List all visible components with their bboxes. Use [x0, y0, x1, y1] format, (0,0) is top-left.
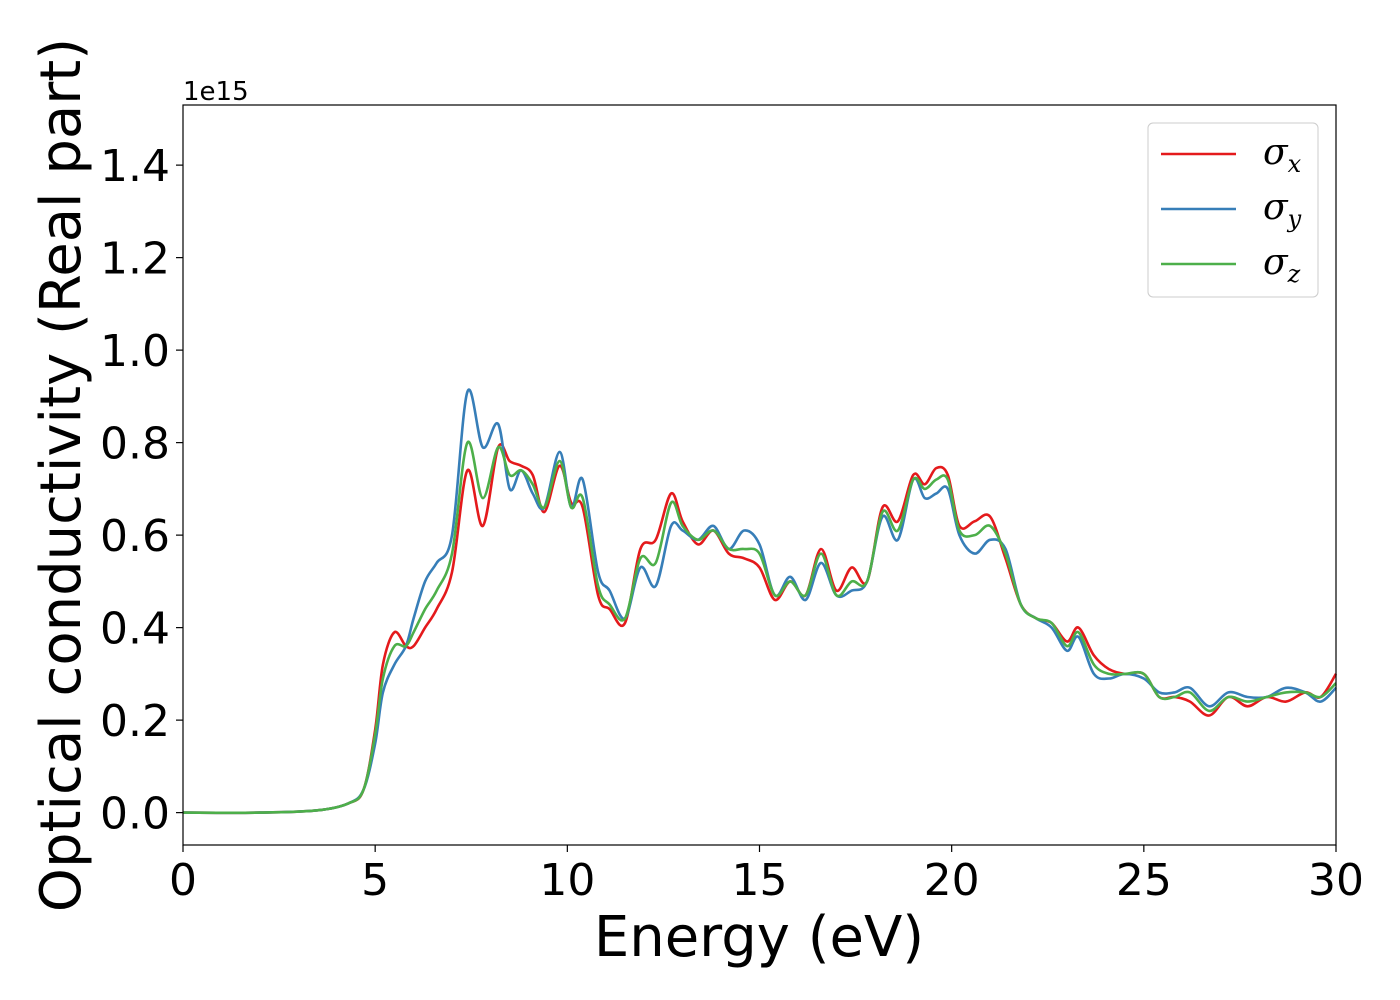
y-tick-label: 1.2	[100, 234, 170, 285]
x-tick-label: 0	[169, 855, 197, 906]
y-axis-ticks: 0.0 0.2 0.4 0.6 0.8 1.0 1.2 1.4	[100, 141, 183, 840]
x-tick-label: 30	[1308, 855, 1364, 906]
x-axis-label: Energy (eV)	[594, 905, 924, 970]
y-offset-label: 1e15	[183, 77, 249, 107]
x-axis-ticks: 0 5 10 15 20 25 30	[169, 845, 1364, 906]
y-tick-label: 1.4	[100, 141, 170, 192]
y-tick-label: 0.8	[100, 419, 170, 470]
x-tick-label: 15	[732, 855, 788, 906]
series-line-z	[182, 440, 1337, 815]
y-tick-label: 0.6	[100, 511, 170, 562]
x-tick-label: 20	[924, 855, 980, 906]
x-tick-label: 10	[539, 855, 595, 906]
y-tick-label: 1.0	[100, 326, 170, 377]
x-tick-label: 5	[361, 855, 389, 906]
y-tick-label: 0.4	[100, 604, 170, 655]
y-axis-label: Optical conductivity (Real part)	[29, 38, 94, 912]
y-tick-label: 0.0	[100, 789, 170, 840]
x-tick-label: 25	[1116, 855, 1172, 906]
y-tick-label: 0.2	[100, 696, 170, 747]
series-layer	[182, 388, 1338, 815]
